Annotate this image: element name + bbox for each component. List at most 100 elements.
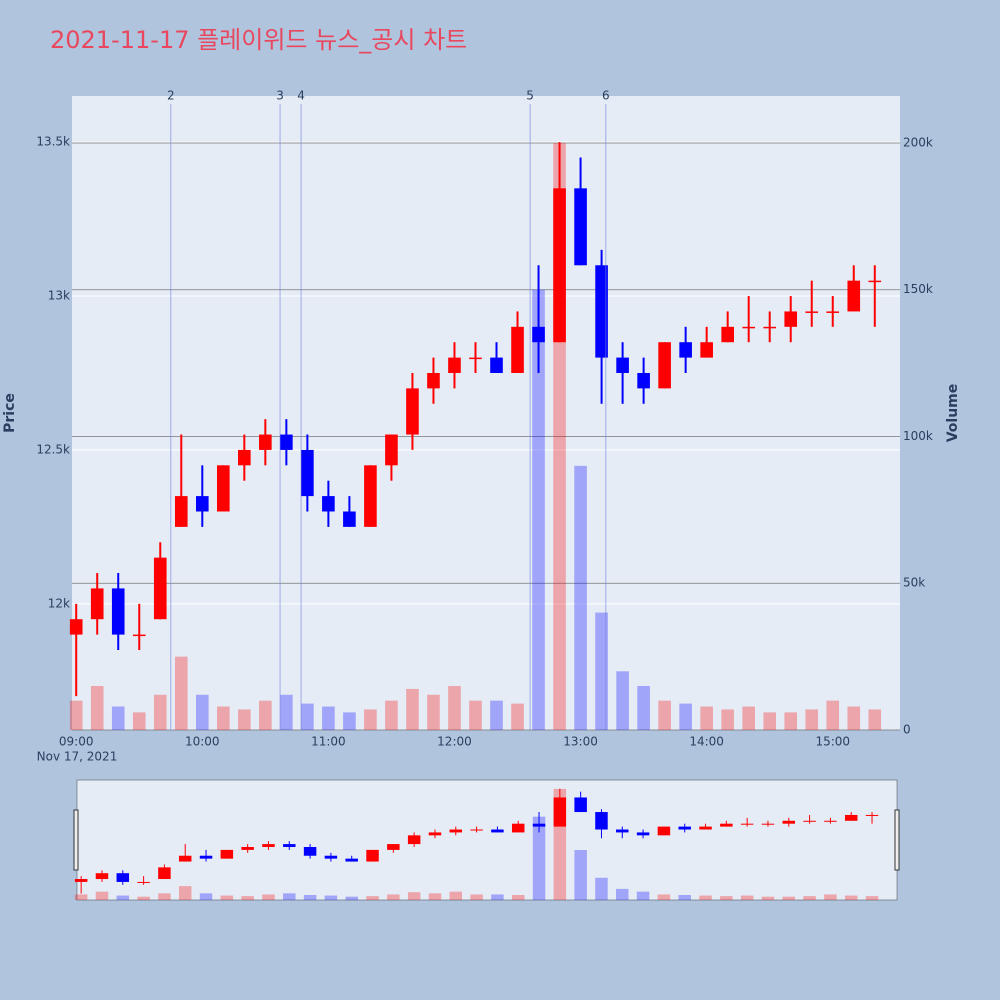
slider-candle-body <box>137 881 150 883</box>
slider-candle-body <box>782 820 796 824</box>
candle-body <box>69 619 83 635</box>
slider-candle-body <box>595 812 608 830</box>
candle-body <box>763 326 777 329</box>
slider-candle-body <box>74 879 88 882</box>
y2-axis-title: Volume <box>945 384 961 443</box>
candle-body <box>700 342 713 358</box>
volume-bar <box>343 712 356 730</box>
slider-candle-body <box>616 829 629 833</box>
slider-volume-bar <box>199 893 213 900</box>
x-tick-label: 10:00 <box>185 735 220 749</box>
volume-bar <box>805 709 819 730</box>
y2-tick-label: 100k <box>903 429 933 443</box>
candle-body <box>532 326 545 343</box>
slider-candle-body <box>241 846 254 850</box>
y2-tick-label: 150k <box>903 282 933 296</box>
slider-volume-bar <box>491 894 504 900</box>
volume-bar <box>322 706 335 730</box>
slider-volume-bar <box>116 895 130 900</box>
slider-volume-bar <box>678 895 691 900</box>
volume-bar <box>826 700 840 730</box>
slider-volume-bar <box>595 877 608 900</box>
volume-bar <box>511 703 524 730</box>
candle-body <box>784 311 798 327</box>
range-slider[interactable] <box>76 779 898 901</box>
candle-body <box>364 465 377 527</box>
plot: 12k 12.5k 13k 13.5k 0 50k 100k 150k 200k 09:00 10:… <box>36 89 933 900</box>
volume-bar <box>637 685 650 730</box>
slider-candle-body <box>158 867 171 880</box>
candle-body <box>721 326 734 343</box>
slider-volume-bar <box>844 895 858 900</box>
candle-body <box>868 280 882 283</box>
volume-bar <box>238 709 251 730</box>
candle-body <box>385 434 398 466</box>
candle-body <box>826 311 840 313</box>
slider-candle-body <box>636 832 650 836</box>
y-tick-label: 13.5k <box>36 135 70 149</box>
slider-handle[interactable] <box>894 809 900 871</box>
volume-bar <box>427 694 440 730</box>
slider-volume-bar <box>158 893 171 900</box>
slider-candle-body <box>470 829 483 831</box>
candle-body <box>343 511 356 527</box>
volume-bar <box>153 694 167 730</box>
y2-tick-label: 0 <box>903 723 911 737</box>
slider-volume-bar <box>720 896 733 900</box>
volume-bar <box>595 612 608 730</box>
slider-candle-body <box>303 846 317 856</box>
candle-body <box>280 434 293 450</box>
slider-candle-body <box>449 829 463 833</box>
volume-bar <box>700 706 713 730</box>
volume-bar <box>111 706 125 730</box>
slider-volume-bar <box>761 896 775 900</box>
x-tick-label: 14:00 <box>689 735 724 749</box>
slider-volume-bar <box>657 894 671 900</box>
annotation-label: 2 <box>167 89 175 103</box>
slider-candle-body <box>116 873 130 882</box>
slider-volume-bar <box>636 891 650 900</box>
candle-body <box>490 357 503 373</box>
volume-bar <box>721 709 734 730</box>
candle-body <box>679 342 692 358</box>
candle-body <box>322 496 335 512</box>
plot-area <box>72 96 900 730</box>
slider-volume-bar <box>470 894 483 900</box>
slider-candle-body <box>678 826 691 830</box>
slider-volume-bar <box>511 895 525 900</box>
x-tick-label: 11:00 <box>311 735 346 749</box>
candle-body <box>448 357 461 373</box>
slider-volume-bar <box>532 816 546 900</box>
volume-bar <box>69 700 83 730</box>
slider-candle-body <box>532 823 546 827</box>
candle-body <box>238 449 251 466</box>
slider-volume-bar <box>407 892 421 900</box>
candle-body <box>511 326 524 373</box>
slider-candle-body <box>699 826 712 830</box>
x-sublabel: Nov 17, 2021 <box>37 750 118 764</box>
volume-bar <box>532 289 545 730</box>
volume-bar <box>259 700 272 730</box>
y-tick-label: 12.5k <box>36 442 70 456</box>
slider-candle-body <box>511 823 525 833</box>
volume-bar <box>364 709 377 730</box>
slider-volume-bar <box>865 896 879 900</box>
slider-volume-bar <box>740 895 754 900</box>
volume-bar <box>574 465 587 730</box>
volume-bar <box>280 694 293 730</box>
candle-body <box>132 634 146 637</box>
candle-body <box>595 265 608 358</box>
slider-candle-body <box>220 849 234 859</box>
slider-handle[interactable] <box>73 809 79 871</box>
slider-volume-bar <box>178 886 192 900</box>
volume-bar <box>742 706 755 730</box>
slider-volume-bar <box>303 895 317 900</box>
volume-bar <box>679 703 692 730</box>
y2-tick-label: 50k <box>903 576 925 590</box>
volume-bar <box>90 685 104 730</box>
slider-volume-bar <box>283 893 296 900</box>
slider-candle-body <box>740 823 754 825</box>
slider-candle-body <box>803 820 816 822</box>
slider-volume-bar <box>428 893 442 900</box>
